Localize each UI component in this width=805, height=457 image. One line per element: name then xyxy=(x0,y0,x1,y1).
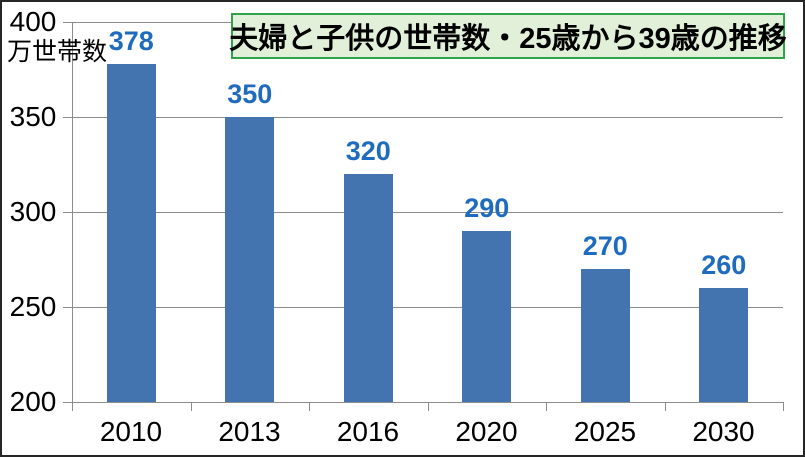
y-gridline xyxy=(72,307,783,308)
bar xyxy=(343,174,393,402)
y-gridline xyxy=(72,212,783,213)
bar-value-label: 270 xyxy=(582,231,628,261)
chart-title-box: 夫婦と子供の世帯数・25歳から39歳の推移 xyxy=(229,13,787,59)
x-tick-label: 2025 xyxy=(573,416,637,447)
x-axis-tick xyxy=(190,402,192,411)
x-tick-label: 2016 xyxy=(336,416,400,447)
x-axis-tick xyxy=(546,402,547,411)
y-axis-tick xyxy=(63,117,72,118)
x-tick-label: 2010 xyxy=(99,416,163,447)
chart-title: 夫婦と子供の世帯数・25歳から39歳の推移 xyxy=(229,23,787,55)
y-axis-line xyxy=(72,22,73,402)
x-axis-tick xyxy=(783,402,784,411)
x-axis-tick xyxy=(427,402,429,411)
y-axis-tick xyxy=(63,22,72,23)
x-axis-tick xyxy=(664,402,666,411)
bar xyxy=(462,231,512,402)
y-axis-tick xyxy=(63,307,72,308)
y-axis-unit-label: 万世帯数 xyxy=(7,38,108,66)
x-tick-label: 2020 xyxy=(455,416,518,447)
bar-value-label: 320 xyxy=(345,136,391,166)
y-gridline xyxy=(72,117,783,118)
y-axis-tick xyxy=(63,402,72,403)
bar-value-label: 290 xyxy=(464,193,510,223)
x-axis-tick xyxy=(309,402,310,411)
x-tick-label: 2013 xyxy=(218,416,281,447)
bar xyxy=(580,269,630,402)
y-tick-label: 350 xyxy=(9,101,57,132)
y-axis-tick xyxy=(63,212,72,213)
bar-value-label: 260 xyxy=(701,250,747,280)
y-tick-label: 250 xyxy=(9,291,57,322)
y-tick-label: 400 xyxy=(9,6,57,37)
bar-value-label: 378 xyxy=(108,25,154,56)
bar-value-label: 350 xyxy=(227,79,273,109)
x-axis-tick xyxy=(72,402,73,411)
bar xyxy=(699,288,749,402)
bar xyxy=(225,117,275,402)
bar xyxy=(106,63,156,402)
y-tick-label: 300 xyxy=(9,196,57,227)
x-tick-label: 2030 xyxy=(692,416,755,447)
y-tick-label: 200 xyxy=(9,386,57,417)
